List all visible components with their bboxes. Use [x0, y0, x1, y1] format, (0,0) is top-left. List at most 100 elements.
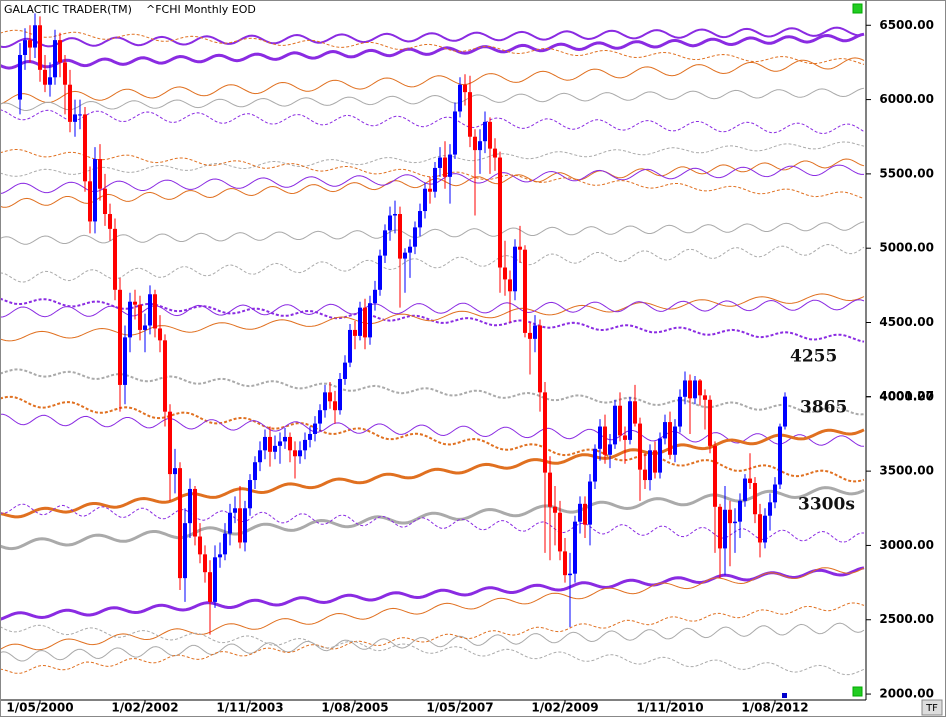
- handle[interactable]: [852, 3, 863, 14]
- candle-body: [613, 405, 617, 445]
- candle-body: [723, 509, 727, 549]
- candle-body: [133, 301, 137, 305]
- candle-body: [393, 214, 397, 216]
- candle-body: [693, 380, 697, 399]
- candle-body: [368, 303, 372, 338]
- candle-body: [568, 573, 572, 576]
- candle-body: [243, 508, 247, 543]
- candle-body: [728, 509, 732, 524]
- x-tick-label: 1/05/2000: [6, 701, 73, 715]
- candle-body: [118, 289, 122, 385]
- chart-title: GALACTIC TRADER(TM): [4, 3, 132, 16]
- candle-body: [513, 246, 517, 292]
- candle-body: [773, 484, 777, 503]
- candle-body: [453, 111, 457, 155]
- candle-body: [433, 167, 437, 192]
- chart-subtitle: ^FCHI Monthly EOD: [146, 3, 256, 16]
- candle-body: [153, 294, 157, 329]
- tf-button[interactable]: [921, 699, 943, 716]
- candle-body: [618, 405, 622, 436]
- candle-body: [733, 521, 737, 524]
- candle-body: [28, 40, 32, 48]
- candle-body: [668, 422, 672, 455]
- last-price-label: 4001.27: [879, 389, 934, 403]
- candle-body: [48, 77, 52, 85]
- candle-body: [53, 40, 57, 78]
- overlay-line: [0, 602, 865, 674]
- overlay-line: [0, 149, 865, 199]
- candle-body: [683, 380, 687, 397]
- candle-body: [463, 84, 467, 93]
- candle-body: [353, 329, 357, 336]
- candle-body: [63, 62, 67, 85]
- candle-body: [18, 54, 22, 100]
- candle-body: [173, 468, 177, 475]
- candle-body: [93, 159, 97, 222]
- candle-body: [738, 500, 742, 522]
- candle-body: [708, 399, 712, 446]
- tf-button-label[interactable]: TF: [925, 703, 938, 714]
- overlay-line: [0, 486, 865, 551]
- candle-body: [603, 426, 607, 455]
- overlay-line: [0, 503, 864, 543]
- candle-body: [383, 230, 387, 256]
- candle-body: [363, 307, 367, 338]
- candle-body: [373, 289, 377, 304]
- candle-body: [238, 508, 242, 543]
- candle-body: [273, 445, 277, 452]
- candle-body: [633, 401, 637, 424]
- candle-body: [398, 214, 402, 259]
- candle-body: [98, 159, 102, 189]
- candle-body: [388, 215, 392, 231]
- candle-body: [223, 533, 227, 555]
- overlay-line: [0, 109, 865, 135]
- candle-body: [318, 410, 322, 424]
- candle-body: [748, 478, 752, 484]
- candle-body: [628, 401, 632, 440]
- x-tick-label: 1/05/2007: [426, 701, 493, 715]
- x-tick-label: 1/02/2009: [531, 701, 598, 715]
- overlay-line: [0, 622, 865, 662]
- candle-body: [503, 267, 507, 280]
- candle-body: [768, 502, 772, 516]
- candle-body: [408, 246, 412, 253]
- candle-body: [658, 438, 662, 473]
- y-tick-label: 3000.00: [879, 538, 934, 552]
- candle-body: [138, 304, 142, 330]
- candle-body: [423, 188, 427, 212]
- candle-body: [688, 380, 692, 399]
- candle-body: [573, 521, 577, 574]
- candle-body: [418, 211, 422, 228]
- annotation: 3865: [800, 398, 847, 418]
- candle-body: [308, 433, 312, 440]
- candle-body: [143, 325, 147, 330]
- candle-body: [763, 515, 767, 543]
- candle-body: [538, 325, 542, 393]
- y-tick-label: 4500.00: [879, 315, 934, 329]
- candle-body: [188, 488, 192, 524]
- overlay-line: [0, 395, 865, 483]
- candle-body: [168, 411, 172, 475]
- candle-body: [248, 480, 252, 509]
- overlay-line: [0, 164, 864, 195]
- candle-body: [113, 228, 117, 290]
- candle-body: [288, 436, 292, 451]
- overlay-layer: [0, 26, 865, 676]
- overlay-line: [0, 428, 865, 519]
- x-tick-label: 1/02/2002: [111, 701, 178, 715]
- candle-body: [623, 435, 627, 440]
- candle-body: [703, 395, 707, 400]
- y-tick-label: 5500.00: [879, 166, 934, 180]
- candle-body: [348, 329, 352, 363]
- candle-body: [333, 401, 337, 411]
- overlay-line: [0, 299, 865, 318]
- candle-body: [313, 423, 317, 434]
- candle-body: [753, 483, 757, 515]
- candle-body: [523, 249, 527, 333]
- handle[interactable]: [852, 686, 863, 697]
- y-tick-label: 2500.00: [879, 612, 934, 626]
- candle-body: [528, 332, 532, 339]
- candle-body: [643, 469, 647, 481]
- candle-body: [83, 114, 87, 182]
